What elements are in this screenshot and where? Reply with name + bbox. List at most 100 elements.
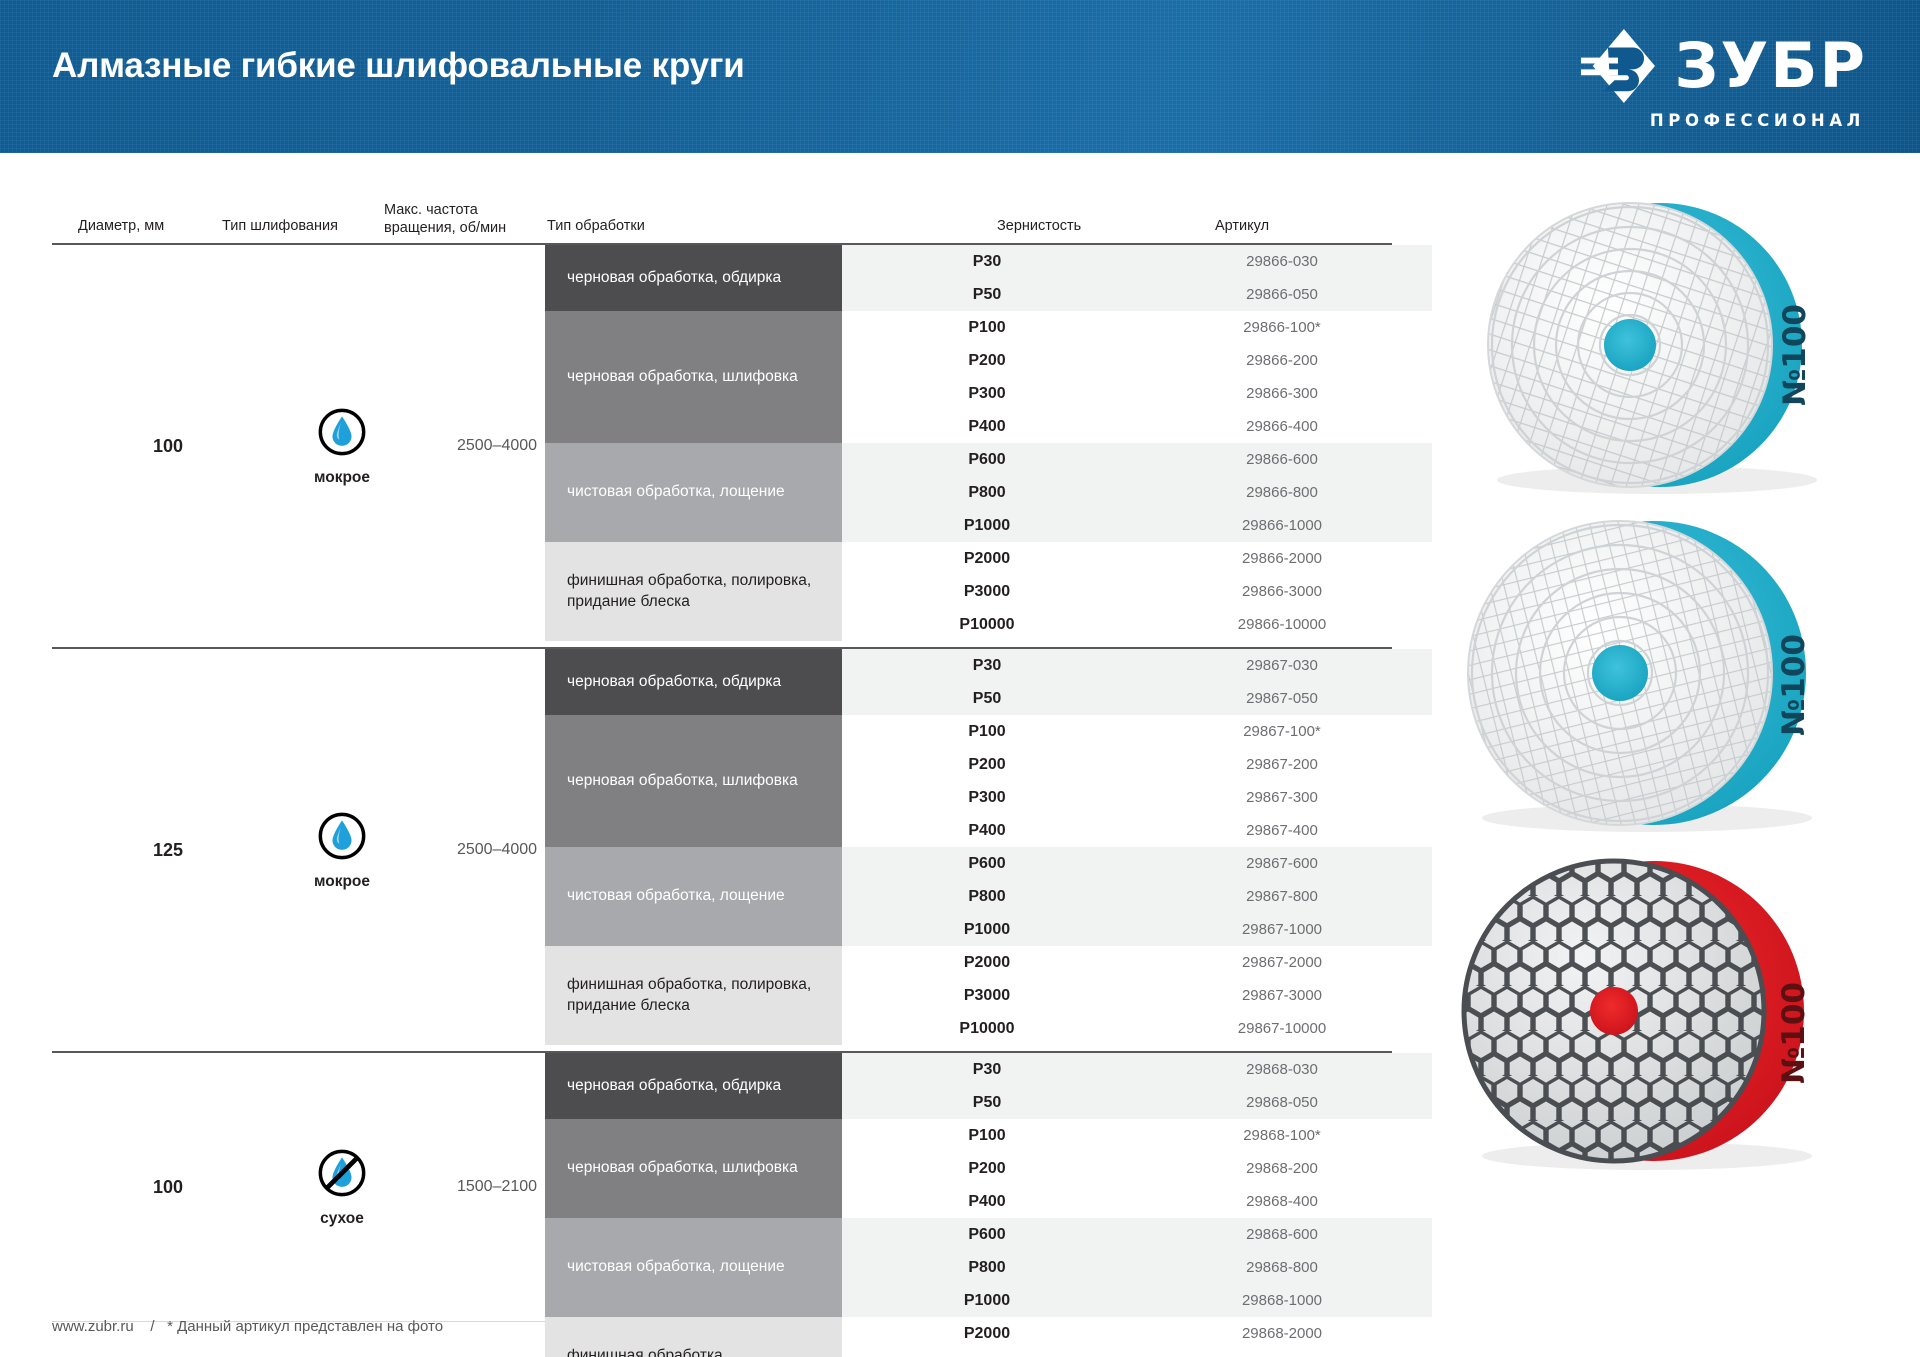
footer-separator: / xyxy=(150,1318,155,1335)
group-sections: черновая обработка, обдирка P30 29867-030 P… xyxy=(545,649,1432,1051)
process-section: черновая обработка, шлифовка P100 29866-10… xyxy=(545,311,1432,443)
process-section: финишная обработка, полировка, придание б… xyxy=(545,946,1432,1045)
grit-article-list: P100 29866-100* P200 29866-200 P300 29866-300… xyxy=(842,311,1432,443)
table-row: P200 29868-200 xyxy=(842,1152,1432,1185)
table-row: P2000 29867-2000 xyxy=(842,946,1432,979)
process-type-cell: черновая обработка, обдирка xyxy=(545,649,842,715)
article-value: 29868-400 xyxy=(1246,1193,1318,1210)
grit-value: P30 xyxy=(972,656,1002,674)
grit-article-list: P600 29867-600 P800 29867-800 P1000 29867-100… xyxy=(842,847,1432,946)
grit-value: P3000 xyxy=(963,582,1011,600)
article-value: 29867-600 xyxy=(1246,855,1318,872)
column-header-max-rpm: Макс. частота вращения, об/мин xyxy=(384,201,524,237)
max-rpm-value: 2500–4000 xyxy=(456,437,538,454)
group-attributes: 100 мокрое 2500–4000 xyxy=(52,245,545,647)
group-attributes-secondary: 2500–4000 xyxy=(52,1321,545,1357)
grit-article-list: P600 29866-600 P800 29866-800 P1000 29866-100… xyxy=(842,443,1432,542)
brand-tagline: ПРОФЕССИОНАЛ xyxy=(1649,111,1865,130)
process-section: финишная обработка, полировка, придание б… xyxy=(545,542,1432,641)
group-sections: черновая обработка, обдирка P30 29866-030 P… xyxy=(545,245,1432,647)
grit-value: P100 xyxy=(968,1126,1006,1144)
article-value: 29866-200 xyxy=(1246,352,1318,369)
water-drop-icon xyxy=(316,406,368,463)
grit-value: P30 xyxy=(972,1060,1002,1078)
footer-site-link[interactable]: www.zubr.ru xyxy=(52,1318,134,1335)
product-group: 125 мокрое 2500–4000 черновая обработка, об… xyxy=(52,647,1432,1051)
product-image-wet-pad-125: №100 №100 xyxy=(1442,513,1862,833)
process-type-cell: черновая обработка, шлифовка xyxy=(545,311,842,443)
article-value: 29868-200 xyxy=(1246,1160,1318,1177)
grit-value: P200 xyxy=(968,755,1006,773)
process-type-label: черновая обработка, шлифовка xyxy=(567,771,798,789)
svg-text:№100: №100 xyxy=(1776,634,1812,736)
diameter-value: 100 xyxy=(152,1176,184,1197)
grit-value: P1000 xyxy=(963,516,1011,534)
process-type-label: черновая обработка, обдирка xyxy=(567,1076,782,1094)
table-row: P50 29866-050 xyxy=(842,278,1432,311)
process-type-cell: финишная обработка,полировка, придание б… xyxy=(545,1317,842,1357)
table-row: P3000 29867-3000 xyxy=(842,979,1432,1012)
table-row: P1000 29866-1000 xyxy=(842,509,1432,542)
table-row: P50 29868-050 xyxy=(842,1086,1432,1119)
article-value: 29866-600 xyxy=(1246,451,1318,468)
grit-article-list: P100 29867-100* P200 29867-200 P300 29867-300… xyxy=(842,715,1432,847)
table-row: P10000 29867-10000 xyxy=(842,1012,1432,1045)
grit-article-list: P30 29866-030 P50 29866-050 xyxy=(842,245,1432,311)
table-header-row: Диаметр, мм Тип шлифования Макс. частота… xyxy=(52,185,1392,243)
article-value: 29867-2000 xyxy=(1241,954,1323,971)
process-section: черновая обработка, обдирка P30 29867-030 P… xyxy=(545,649,1432,715)
table-row: P300 29866-300 xyxy=(842,377,1432,410)
process-type-label: черновая обработка, шлифовка xyxy=(567,1159,798,1177)
grit-value: P200 xyxy=(968,351,1006,369)
table-row: P1000 29868-1000 xyxy=(842,1284,1432,1317)
grit-article-list: P100 29868-100* P200 29868-200 P400 29868-400 xyxy=(842,1119,1432,1218)
process-section: черновая обработка, шлифовка P100 29867-10… xyxy=(545,715,1432,847)
grit-value: P800 xyxy=(968,1258,1006,1276)
column-header-grit: Зернистость xyxy=(997,217,1082,234)
group-attributes: 125 мокрое 2500–4000 xyxy=(52,649,545,1051)
process-type-cell: черновая обработка, обдирка xyxy=(545,1053,842,1119)
page-footer: www.zubr.ru / * Данный артикул представл… xyxy=(52,1318,443,1335)
article-value: 29867-030 xyxy=(1246,657,1318,674)
column-header-diameter: Диаметр, мм xyxy=(78,217,165,234)
process-section: чистовая обработка, лощение P600 29868-600… xyxy=(545,1218,1432,1317)
table-row: P50 29867-050 xyxy=(842,682,1432,715)
table-row: P10000 29866-10000 xyxy=(842,608,1432,641)
table-row: P100 29867-100* xyxy=(842,715,1432,748)
grit-article-list: P600 29868-600 P800 29868-800 P1000 29868-100… xyxy=(842,1218,1432,1317)
grit-value: P800 xyxy=(968,887,1006,905)
process-section: чистовая обработка, лощение P600 29866-600… xyxy=(545,443,1432,542)
process-type-label: чистовая обработка, лощение xyxy=(567,1258,785,1276)
grit-value: P200 xyxy=(968,1159,1006,1177)
grinding-type-cell: мокрое xyxy=(282,810,402,891)
grit-value: P400 xyxy=(968,1192,1006,1210)
article-value: 29868-800 xyxy=(1246,1259,1318,1276)
process-section: черновая обработка, обдирка P30 29868-030 P… xyxy=(545,1053,1432,1119)
process-section: черновая обработка, шлифовка P100 29868-10… xyxy=(545,1119,1432,1218)
grinding-type-label: мокрое xyxy=(313,468,371,486)
grinding-type-label: мокрое xyxy=(313,872,371,890)
table-row: P100 29868-100* xyxy=(842,1119,1432,1152)
table-row: P600 29866-600 xyxy=(842,443,1432,476)
process-type-cell: чистовая обработка, лощение xyxy=(545,443,842,542)
process-type-label: черновая обработка, обдирка xyxy=(567,672,782,690)
article-value: 29866-100* xyxy=(1243,319,1321,336)
grit-value: P1000 xyxy=(963,920,1011,938)
table-row: P100 29866-100* xyxy=(842,311,1432,344)
grit-article-list: P2000 29866-2000 P3000 29866-3000 P10000 2986… xyxy=(842,542,1432,641)
process-section: чистовая обработка, лощение P600 29867-600… xyxy=(545,847,1432,946)
grit-value: P2000 xyxy=(963,1324,1011,1342)
article-value: 29867-800 xyxy=(1246,888,1318,905)
diameter-value: 125 xyxy=(152,839,184,860)
process-section: финишная обработка,полировка, придание б… xyxy=(545,1317,1432,1357)
grit-value: P50 xyxy=(972,689,1002,707)
grit-value: P30 xyxy=(972,252,1002,270)
table-row: P800 29866-800 xyxy=(842,476,1432,509)
table-row: P200 29867-200 xyxy=(842,748,1432,781)
process-section: черновая обработка, обдирка P30 29866-030 P… xyxy=(545,245,1432,311)
table-row: P600 29868-600 xyxy=(842,1218,1432,1251)
grinding-type-cell: мокрое xyxy=(282,406,402,487)
column-header-max-rpm-line2: вращения, об/мин xyxy=(384,219,507,236)
grit-value: P600 xyxy=(968,854,1006,872)
